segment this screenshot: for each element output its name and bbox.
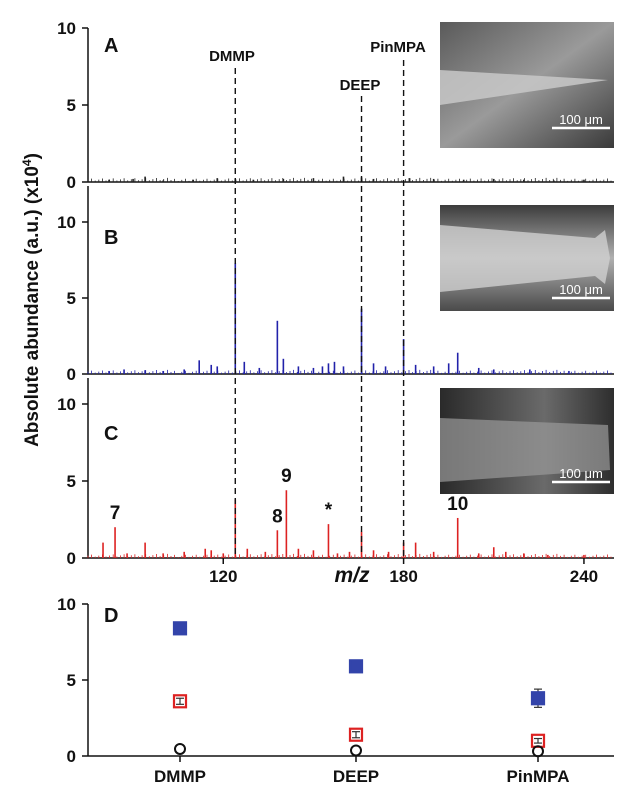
scale-bar-label-b: 100 μm	[559, 282, 603, 297]
panel-d: 0 5 10 DMMP DEEP PinMPA D	[57, 595, 614, 786]
category-label: DMMP	[154, 767, 206, 786]
panel-b-y-ticks: 0 5 10	[57, 213, 88, 384]
data-point-open-square	[348, 727, 364, 742]
data-point-circle	[174, 742, 186, 755]
spectrum-noise	[87, 369, 612, 374]
y-tick-label: 0	[67, 365, 76, 384]
panel-a-letter: A	[104, 35, 118, 57]
y-tick-label: 10	[57, 213, 76, 232]
panel-d-y-ticks: 0 5 10	[57, 595, 88, 766]
data-point-open-square	[172, 694, 188, 709]
panel-c-x-ticks: 120 180 240	[209, 558, 598, 586]
category-label: PinMPA	[507, 767, 570, 786]
y-tick-label: 10	[57, 595, 76, 614]
compound-guide-lines	[234, 60, 405, 556]
y-tick-label: 5	[67, 96, 76, 115]
panel-c-peak-labels: 7 8 9 * 10	[110, 466, 469, 527]
panel-a-spectrum	[87, 176, 612, 182]
panel-c: 0 5 10 120 180 240 7 8 9 * 10 C 100 μm m/z	[57, 378, 614, 587]
x-tick-label: 240	[570, 567, 598, 586]
scale-bar-label-c: 100 μm	[559, 466, 603, 481]
data-point-circle	[532, 745, 544, 758]
x-tick-label: 180	[389, 567, 417, 586]
scale-bar-label-a: 100 μm	[559, 112, 603, 127]
panel-d-points	[172, 621, 546, 758]
peak-label: 7	[110, 503, 121, 524]
data-point-circle	[350, 744, 362, 757]
spectrum-noise	[87, 553, 612, 558]
panel-a-sem-inset: 100 μm	[440, 22, 614, 148]
y-tick-label: 5	[67, 289, 76, 308]
peak-label: 8	[272, 506, 283, 527]
panel-b-sem-inset: 100 μm	[440, 205, 614, 311]
y-tick-label: 0	[67, 747, 76, 766]
data-point-filled-square	[172, 621, 188, 636]
y-tick-label: 5	[67, 472, 76, 491]
annotation-dmmp: DMMP	[209, 48, 255, 65]
panel-c-sem-inset: 100 μm	[440, 388, 614, 494]
panel-a: 0 5 10 A 100 μm DMMP DEEP PinMPA	[57, 19, 614, 192]
annotation-deep: DEEP	[340, 77, 381, 94]
panel-c-spectrum	[87, 490, 612, 558]
panel-d-letter: D	[104, 605, 118, 627]
spectrum-noise	[87, 177, 612, 182]
panel-b: 0 5 10 B 100 μm	[57, 186, 614, 384]
y-tick-label: 0	[67, 549, 76, 568]
sem-tip-c	[440, 418, 610, 482]
panel-b-letter: B	[104, 227, 118, 249]
y-tick-label: 10	[57, 19, 76, 38]
panel-c-y-ticks: 0 5 10	[57, 395, 88, 568]
data-point-filled-square	[530, 691, 546, 706]
sem-tip-b	[440, 225, 610, 292]
panel-a-y-ticks: 0 5 10	[57, 19, 88, 192]
x-tick-label: 120	[209, 567, 237, 586]
peak-label: 9	[281, 466, 292, 487]
y-axis-label: Absolute abundance (a.u.) (x104)	[20, 153, 43, 447]
x-axis-label: m/z	[334, 564, 370, 587]
panel-d-categories: DMMP DEEP PinMPA	[154, 756, 569, 786]
peak-label: 10	[447, 494, 468, 515]
y-tick-label: 0	[67, 173, 76, 192]
sem-tip-a	[440, 70, 608, 105]
category-label: DEEP	[333, 767, 379, 786]
y-tick-label: 10	[57, 395, 76, 414]
data-point-filled-square	[348, 659, 364, 674]
peak-label: *	[325, 500, 333, 521]
annotation-pinmpa: PinMPA	[370, 39, 426, 56]
panel-c-letter: C	[104, 423, 118, 445]
y-tick-label: 5	[67, 671, 76, 690]
